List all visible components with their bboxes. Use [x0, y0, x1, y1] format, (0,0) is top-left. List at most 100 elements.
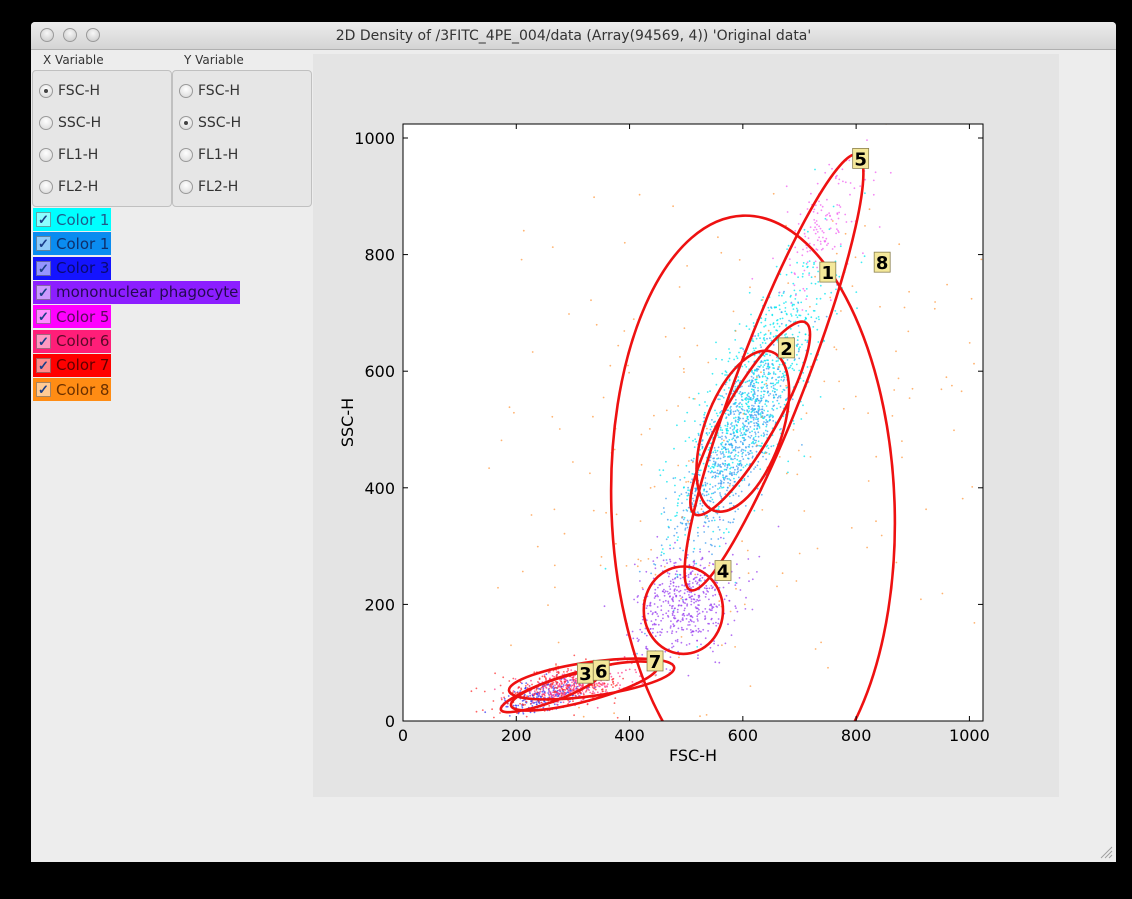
- x-variable-option-fsc-h[interactable]: FSC-H: [39, 81, 100, 101]
- radio-button[interactable]: [39, 148, 53, 162]
- color-toggle[interactable]: ✓ Color 8: [33, 378, 112, 402]
- data-point: [700, 558, 703, 561]
- data-point: [715, 605, 718, 608]
- radio-button[interactable]: [39, 116, 53, 130]
- data-point: [785, 324, 787, 327]
- data-point: [691, 473, 694, 475]
- data-point: [565, 687, 568, 690]
- x-variable-option-fl1-h[interactable]: FL1-H: [39, 145, 98, 165]
- data-point: [722, 586, 725, 589]
- radio-button[interactable]: [179, 180, 193, 194]
- data-point: [814, 204, 817, 207]
- radio-button[interactable]: [39, 180, 53, 194]
- resize-grip-icon[interactable]: [1099, 845, 1113, 859]
- zoom-window-button[interactable]: [86, 28, 100, 42]
- data-point: [814, 232, 817, 235]
- color-toggle[interactable]: ✓ mononuclear phagocyte: [33, 280, 241, 304]
- data-point: [698, 612, 701, 615]
- data-point: [747, 558, 750, 560]
- radio-button[interactable]: [39, 84, 53, 98]
- data-point: [734, 492, 737, 495]
- y-variable-option-fsc-h[interactable]: FSC-H: [179, 81, 240, 101]
- data-point: [676, 539, 679, 542]
- data-point: [699, 577, 701, 580]
- checkbox-icon[interactable]: ✓: [36, 333, 51, 349]
- data-point: [718, 600, 721, 602]
- data-point: [729, 412, 732, 415]
- data-point: [706, 499, 709, 502]
- radio-button[interactable]: [179, 148, 193, 162]
- minimize-window-button[interactable]: [63, 28, 77, 42]
- data-point: [722, 454, 725, 456]
- color-toggle[interactable]: ✓ Color 5: [33, 305, 112, 329]
- data-point: [794, 229, 797, 232]
- data-point: [678, 286, 681, 288]
- data-point: [654, 618, 657, 621]
- data-point: [677, 502, 679, 505]
- data-point: [673, 562, 676, 564]
- x-variable-option-fl2-h[interactable]: FL2-H: [39, 177, 98, 197]
- color-toggle[interactable]: ✓ Color 1: [33, 208, 112, 231]
- data-point: [767, 400, 770, 403]
- data-point: [762, 417, 765, 420]
- data-point: [671, 607, 673, 610]
- data-point: [690, 591, 693, 594]
- data-point: [679, 577, 682, 580]
- data-point: [711, 498, 714, 501]
- data-point: [714, 474, 717, 477]
- data-point: [687, 573, 690, 576]
- x-variable-option-ssc-h[interactable]: SSC-H: [39, 113, 101, 133]
- checkbox-icon[interactable]: ✓: [36, 382, 51, 398]
- data-point: [595, 682, 598, 685]
- checkbox-icon[interactable]: ✓: [36, 357, 51, 373]
- color-toggle[interactable]: ✓ Color 3: [33, 256, 112, 280]
- data-point: [666, 562, 668, 564]
- data-point: [771, 407, 774, 410]
- data-point: [520, 688, 523, 691]
- radio-button[interactable]: [179, 84, 193, 98]
- data-point: [578, 683, 580, 686]
- checkbox-icon[interactable]: ✓: [36, 236, 51, 252]
- data-point: [688, 591, 691, 593]
- y-variable-option-fl2-h[interactable]: FL2-H: [179, 177, 238, 197]
- checkbox-icon[interactable]: ✓: [36, 260, 51, 276]
- data-point: [550, 686, 553, 689]
- data-point: [592, 509, 595, 512]
- checkbox-icon[interactable]: ✓: [36, 212, 51, 227]
- y-variable-option-ssc-h[interactable]: SSC-H: [179, 113, 241, 133]
- title-bar[interactable]: 2D Density of /3FITC_4PE_004/data (Array…: [31, 22, 1116, 50]
- data-point: [830, 218, 833, 221]
- data-point: [663, 565, 666, 568]
- data-point: [747, 398, 750, 400]
- data-point: [754, 402, 757, 405]
- data-point: [838, 380, 840, 383]
- data-point: [781, 317, 784, 320]
- data-point: [718, 464, 720, 467]
- color-toggle[interactable]: ✓ Color 6: [33, 329, 112, 353]
- data-point: [719, 436, 722, 439]
- checkbox-icon[interactable]: ✓: [36, 309, 51, 325]
- close-window-button[interactable]: [40, 28, 54, 42]
- data-point: [736, 468, 739, 471]
- color-toggle[interactable]: ✓ Color 1: [33, 232, 112, 256]
- radio-button[interactable]: [179, 116, 193, 130]
- data-point: [593, 687, 596, 690]
- data-point: [786, 248, 788, 251]
- data-point: [663, 588, 665, 591]
- data-point: [809, 249, 811, 252]
- data-point: [606, 685, 608, 687]
- data-point: [749, 436, 752, 439]
- data-point: [874, 171, 877, 174]
- y-variable-option-fl1-h[interactable]: FL1-H: [179, 145, 238, 165]
- data-point: [760, 445, 762, 447]
- data-point: [682, 367, 685, 370]
- data-point: [721, 435, 723, 438]
- data-point: [760, 434, 763, 437]
- checkbox-icon[interactable]: ✓: [36, 284, 51, 300]
- data-point: [744, 608, 747, 610]
- data-point: [835, 222, 838, 225]
- data-point: [529, 703, 532, 705]
- color-toggle[interactable]: ✓ Color 7: [33, 353, 112, 377]
- data-point: [573, 714, 575, 717]
